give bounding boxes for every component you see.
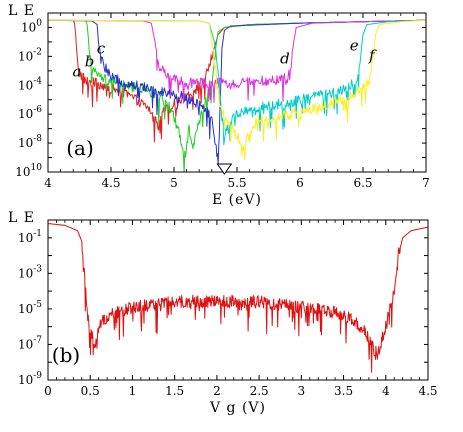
curve-label-f: f (368, 47, 377, 65)
y-tick-label: 100 (21, 18, 42, 34)
y-tick-label: 10-2 (18, 47, 42, 63)
curve-label-c: c (97, 39, 106, 57)
x-tick-label: 4.5 (418, 384, 437, 398)
x-tick-label: 4.5 (101, 176, 120, 190)
series-group (48, 19, 426, 172)
x-tick-label: 0 (44, 384, 52, 398)
y-tick-label: 1010 (15, 163, 42, 179)
x-tick-label: 2 (213, 384, 221, 398)
panel-a: abc d ef 4 4.5 5 5.5 6 6.5 7 100 10-2 10-4 10-6 10-8 10… (8, 3, 430, 208)
y-tick-label: 10-4 (18, 76, 42, 92)
x-axis-title: V g (V) (209, 400, 266, 416)
y-tick-label: 10-7 (18, 335, 42, 351)
x-axis-title: E (eV) (212, 192, 262, 208)
x-tick-label: 6 (296, 176, 304, 190)
y-tick-label: 10-8 (18, 134, 42, 150)
x-tick-label: 3 (298, 384, 306, 398)
curve-label-d: d (280, 50, 290, 68)
y-axis-title: L E (8, 3, 35, 19)
x-tick-label: 1 (129, 384, 137, 398)
panel-b: 0 0.5 1 1.5 2 2.5 3 3.5 4 4.5 10-1 10-3 10-5 10-7 10-9… (8, 210, 438, 416)
y-tick-label: 10-5 (18, 300, 42, 316)
y-tick-label: 10-1 (18, 229, 42, 245)
curve-label-e: e (350, 37, 359, 55)
x-tick-label: 2.5 (250, 384, 269, 398)
series-line-main (48, 223, 428, 373)
panel-label: (b) (52, 343, 80, 367)
y-tick-label: 10-6 (18, 105, 42, 121)
x-tick-label: 1.5 (165, 384, 184, 398)
y-tick-label: 10-3 (18, 264, 42, 280)
x-tick-label: 4 (382, 384, 390, 398)
x-tick-label: 6.5 (353, 176, 372, 190)
series-group (48, 223, 428, 373)
plot-frame (47, 219, 429, 381)
plot-frame (47, 12, 427, 173)
panel-label: (a) (66, 136, 94, 160)
x-tick-label: 7 (422, 176, 430, 190)
y-axis-title: L E (8, 210, 35, 226)
y-tick-label: 10-9 (18, 371, 42, 387)
x-tick-label: 0.5 (81, 384, 100, 398)
x-tick-label: 3.5 (334, 384, 353, 398)
curve-label-b: b (85, 52, 95, 70)
x-tick-label: 5 (170, 176, 178, 190)
marker-triangle (216, 163, 233, 175)
series-line-f (48, 19, 426, 161)
x-tick-label: 4 (44, 176, 52, 190)
curve-label-a: a (73, 63, 82, 81)
x-tick-label: 5.5 (227, 176, 246, 190)
